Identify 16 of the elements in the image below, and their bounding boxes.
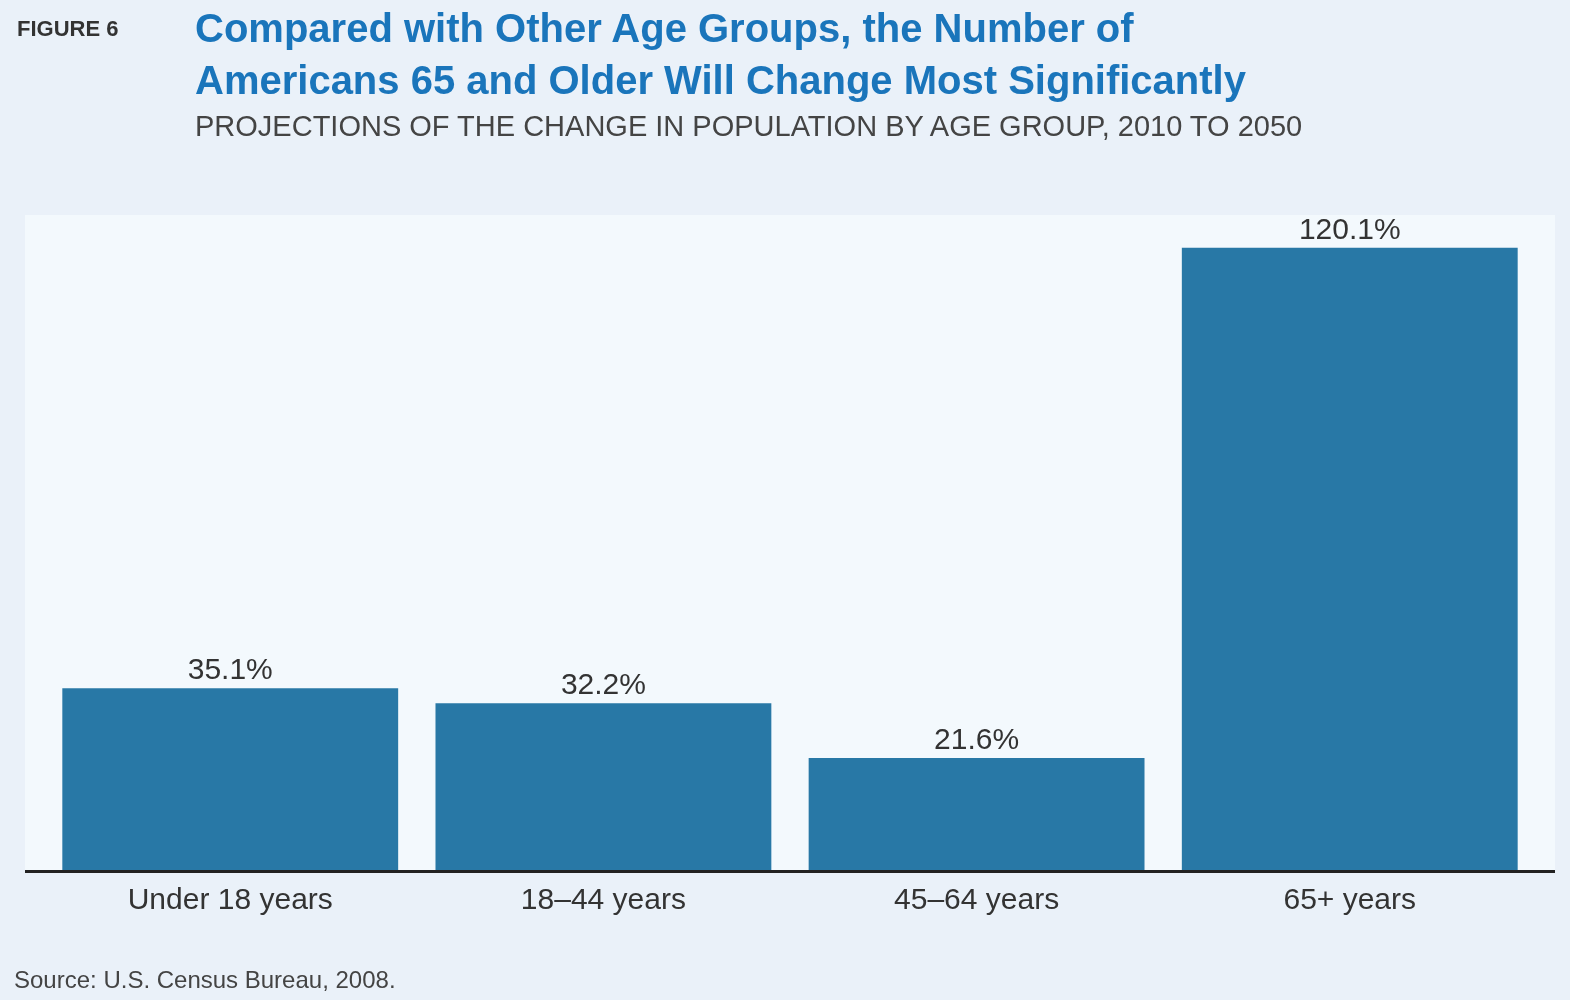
bar <box>1181 247 1518 870</box>
bar <box>62 688 399 870</box>
bar <box>435 703 772 870</box>
chart-subtitle: PROJECTIONS OF THE CHANGE IN POPULATION BY AGE GROUP, 2010 TO 2050 <box>195 110 1303 142</box>
data-label: 32.2% <box>560 667 646 701</box>
x-tick-label: Under 18 years <box>127 882 333 915</box>
x-tick-label: 18–44 years <box>520 882 686 915</box>
bar <box>808 758 1145 870</box>
chart-title: Compared with Other Age Groups, the Number of Americans 65 and Older Will Change Most Significantly <box>195 6 1247 102</box>
data-label: 21.6% <box>934 722 1020 756</box>
caption: FIGURE 6 <box>17 16 119 41</box>
data-label: 120.1% <box>1298 211 1401 245</box>
data-label: 35.1% <box>187 652 273 686</box>
x-tick-label: 45–64 years <box>894 882 1060 915</box>
x-tick-label: 65+ years <box>1283 882 1417 915</box>
source-note: Source: U.S. Census Bureau, 2008. <box>14 966 396 993</box>
